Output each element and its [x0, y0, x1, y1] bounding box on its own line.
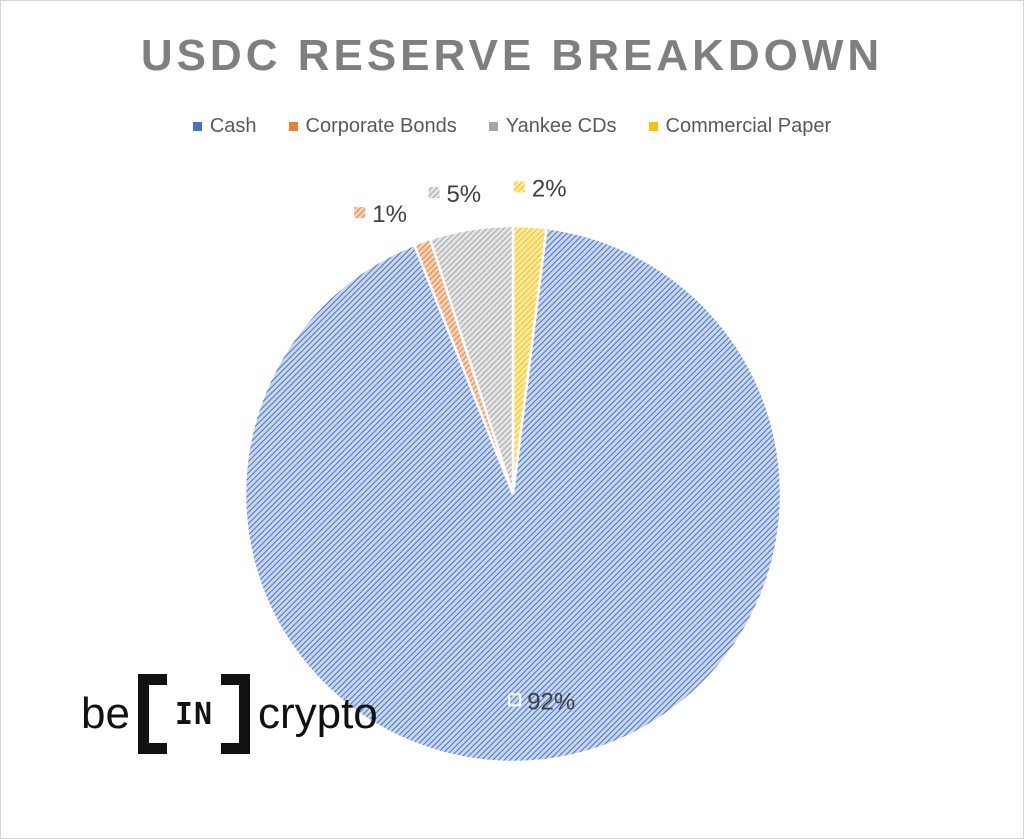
chart-title: USDC RESERVE BREAKDOWN	[140, 31, 884, 80]
legend-label: Yankee CDs	[505, 115, 617, 137]
legend-item: Yankee CDs	[488, 115, 617, 138]
data-label-group: 1%	[354, 201, 407, 228]
beincrypto-logo: be IN crypto	[81, 669, 378, 759]
data-label: 2%	[532, 175, 567, 202]
legend-item: Cash	[192, 115, 257, 138]
data-label-key	[354, 207, 366, 219]
data-label-group: 5%	[428, 181, 481, 208]
data-label-key	[428, 187, 440, 199]
legend-item: Commercial Paper	[648, 115, 832, 138]
legend-swatch	[192, 122, 202, 131]
data-label-group: 92%	[508, 688, 575, 715]
data-label-group: 2%	[513, 175, 567, 202]
logo-prefix: be	[81, 689, 130, 738]
legend-swatch	[288, 122, 298, 131]
data-label: 5%	[446, 181, 481, 208]
pie-slice-yankee-cds	[428, 224, 515, 495]
logo-bracket: IN	[137, 674, 250, 754]
legend-item: Corporate Bonds	[288, 115, 457, 138]
data-label: 1%	[372, 201, 407, 228]
legend-label: Corporate Bonds	[305, 115, 457, 137]
logo-suffix: crypto	[257, 689, 378, 738]
data-label-key	[508, 693, 522, 707]
legend-swatch	[648, 122, 658, 131]
pie-slice-cash	[243, 226, 783, 764]
data-label: 92%	[527, 688, 575, 715]
legend-label: Commercial Paper	[665, 115, 832, 137]
chart-legend: Cash Corporate Bonds Yankee CDs Commercial …	[1, 115, 1023, 138]
legend-label: Cash	[209, 115, 257, 137]
logo-bracket-text: IN	[174, 696, 214, 732]
legend-swatch	[488, 122, 498, 131]
data-label-key	[513, 181, 525, 193]
